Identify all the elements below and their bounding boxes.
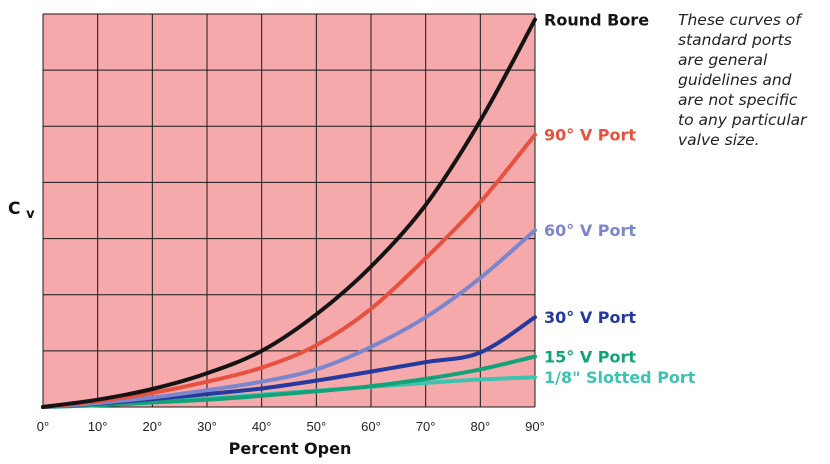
note-line: standard ports xyxy=(678,31,792,49)
note-line: valve size. xyxy=(678,131,760,149)
y-axis-title-sub: v xyxy=(26,207,35,222)
x-tick-label: 30° xyxy=(197,419,217,434)
series-label: 15° V Port xyxy=(544,348,636,367)
note-line: to any particular xyxy=(678,111,807,129)
x-tick-label: 20° xyxy=(142,419,162,434)
note-line: are not specific xyxy=(678,91,798,109)
chart-note: These curves of standard ports are gener… xyxy=(678,10,828,150)
series-label: 30° V Port xyxy=(544,308,636,327)
x-axis-title: Percent Open xyxy=(229,439,352,458)
x-tick-label: 60° xyxy=(361,419,381,434)
x-tick-label: 70° xyxy=(416,419,436,434)
series-label: Round Bore xyxy=(544,11,649,30)
note-line: These curves of xyxy=(678,11,801,29)
plot-background xyxy=(43,14,535,407)
x-tick-label: 10° xyxy=(88,419,108,434)
x-tick-label: 80° xyxy=(470,419,490,434)
series-line xyxy=(41,132,537,409)
x-tick-label: 40° xyxy=(252,419,272,434)
series-label: 90° V Port xyxy=(544,126,636,145)
x-tick-label: 0° xyxy=(37,419,49,434)
series-line xyxy=(41,228,537,409)
y-axis-title-main: C xyxy=(8,199,20,219)
x-tick-label: 90° xyxy=(525,419,545,434)
note-line: guidelines and xyxy=(678,71,792,89)
series-lines xyxy=(41,17,537,409)
series-label: 1/8" Slotted Port xyxy=(544,368,696,387)
note-line: are general xyxy=(678,51,768,69)
x-tick-labels: 0° 10° 20° 30° 40° 50° 60° 70° 80° 90° xyxy=(37,419,545,434)
y-axis-title: C v xyxy=(8,199,35,222)
series-label: 60° V Port xyxy=(544,221,636,240)
grid xyxy=(42,13,536,408)
x-tick-label: 50° xyxy=(306,419,326,434)
series-line xyxy=(41,17,537,409)
series-labels: Round Bore 90° V Port 60° V Port 30° V Port… xyxy=(544,11,696,388)
series-line xyxy=(41,354,537,409)
